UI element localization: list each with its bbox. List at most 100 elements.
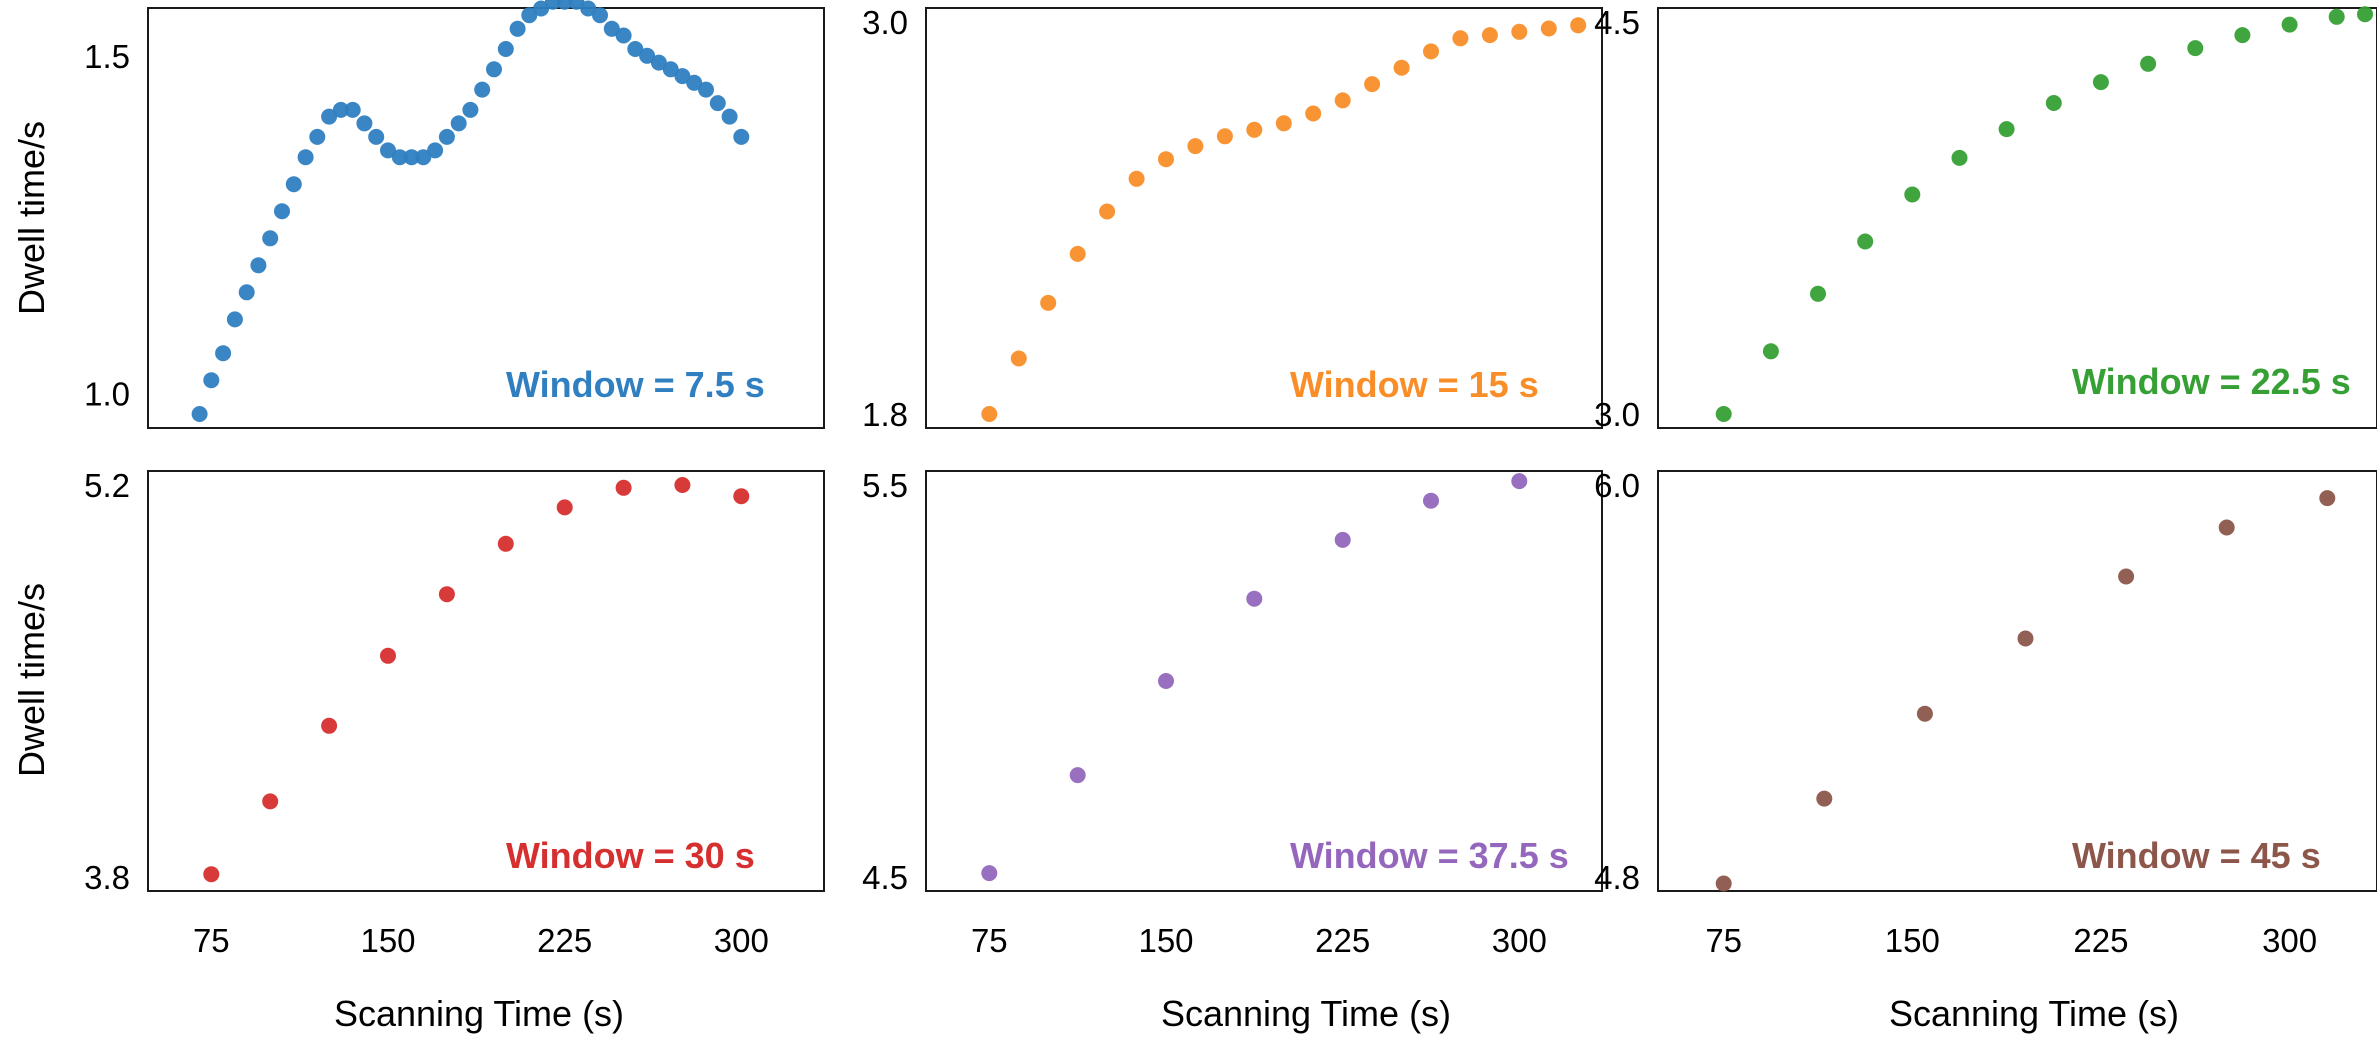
panel-frame (925, 7, 1603, 429)
data-point (380, 142, 396, 159)
data-point (1916, 705, 1933, 722)
y-tick-label: 4.8 (1594, 859, 1640, 896)
data-point (285, 176, 302, 193)
x-tick-label: 300 (1492, 922, 1547, 959)
data-point (1334, 531, 1351, 548)
data-point (1816, 790, 1833, 807)
points (1715, 6, 2373, 422)
x-axis-label: Scanning Time (s) (1161, 993, 1451, 1034)
data-point (1481, 27, 1498, 44)
data-point (2140, 55, 2157, 72)
points (1715, 490, 2336, 892)
points (981, 473, 1528, 882)
data-point (380, 647, 396, 664)
data-point (721, 108, 738, 125)
data-point (262, 230, 279, 247)
y-ticks: 1.8 3.0 (862, 4, 908, 433)
panel-5: 4.5 5.5 75 150 225 300 Scanning Time (s) Win… (862, 467, 1603, 1034)
points (203, 477, 750, 883)
panel-frame (925, 470, 1603, 892)
data-point (1715, 406, 1732, 422)
data-point (1393, 59, 1410, 76)
data-point (1904, 186, 1921, 203)
x-tick-label: 150 (1885, 922, 1940, 959)
y-ticks: 3.0 4.5 (1594, 4, 1640, 433)
data-point (1570, 17, 1587, 34)
data-point (462, 101, 479, 118)
points (191, 0, 750, 422)
data-point (427, 142, 444, 159)
x-axis-label: Scanning Time (s) (334, 993, 624, 1034)
data-point (733, 488, 750, 505)
data-point (615, 27, 632, 44)
y-ticks: 4.5 5.5 (862, 467, 908, 896)
data-point (603, 20, 620, 37)
data-point (321, 108, 338, 125)
data-point (274, 203, 290, 220)
panel-frame (1657, 7, 2377, 429)
data-point (450, 115, 467, 132)
data-point (981, 406, 998, 422)
data-point (486, 61, 502, 78)
data-point (627, 41, 644, 57)
data-point (1423, 43, 1439, 60)
panel-frame (147, 470, 825, 892)
data-point (733, 128, 750, 145)
data-point (1810, 285, 1826, 302)
data-point (2017, 630, 2034, 647)
x-tick-label: 150 (360, 922, 415, 959)
data-point (662, 61, 679, 78)
x-tick-label: 75 (193, 922, 230, 959)
x-tick-label: 75 (971, 922, 1008, 959)
data-point (1010, 350, 1027, 367)
data-point (226, 311, 243, 328)
y-tick-label: 4.5 (1594, 4, 1640, 41)
data-point (438, 128, 455, 145)
data-point (1128, 170, 1145, 187)
data-point (438, 586, 455, 603)
y-ticks: 3.8 5.2 (84, 467, 130, 896)
window-annotation: Window = 7.5 s (506, 364, 765, 405)
y-axis-label: Dwell time/s (11, 583, 52, 777)
window-annotation: Window = 45 s (2072, 835, 2321, 876)
data-point (2357, 6, 2373, 23)
data-point (1275, 115, 1292, 132)
data-point (191, 406, 208, 422)
data-point (2092, 74, 2109, 91)
data-point (1069, 245, 1086, 262)
y-tick-label: 3.8 (84, 859, 130, 896)
data-point (474, 81, 491, 98)
panel-1: 1.0 1.5 Dwell time/s Window = 7.5 s (11, 0, 825, 429)
data-point (709, 95, 726, 112)
data-point (2281, 16, 2298, 33)
data-point (2319, 490, 2336, 507)
y-tick-label: 1.8 (862, 396, 908, 433)
data-point (1334, 92, 1351, 109)
data-point (1158, 151, 1174, 168)
data-point (497, 41, 514, 57)
y-tick-label: 6.0 (1594, 467, 1640, 504)
data-point (533, 0, 550, 17)
x-tick-label: 150 (1138, 922, 1193, 959)
data-point (2218, 519, 2235, 536)
data-point (1540, 20, 1557, 37)
data-point (674, 68, 691, 85)
points (981, 17, 1587, 422)
data-point (1069, 767, 1086, 784)
x-tick-label: 75 (1705, 922, 1742, 959)
x-axis-label: Scanning Time (s) (1889, 993, 2179, 1034)
panel-2: 1.8 3.0 Window = 15 s (862, 4, 1603, 433)
data-point (391, 149, 408, 166)
data-point (250, 257, 267, 274)
data-point (1305, 105, 1322, 122)
data-point (1246, 590, 1263, 607)
data-point (203, 372, 220, 389)
data-point (698, 81, 714, 98)
data-point (556, 499, 573, 516)
data-point (1762, 343, 1779, 360)
x-ticks: 75 150 225 300 (971, 922, 1547, 959)
data-point (1216, 128, 1233, 145)
x-tick-label: 225 (537, 922, 592, 959)
data-point (356, 115, 373, 132)
data-point (332, 101, 349, 118)
